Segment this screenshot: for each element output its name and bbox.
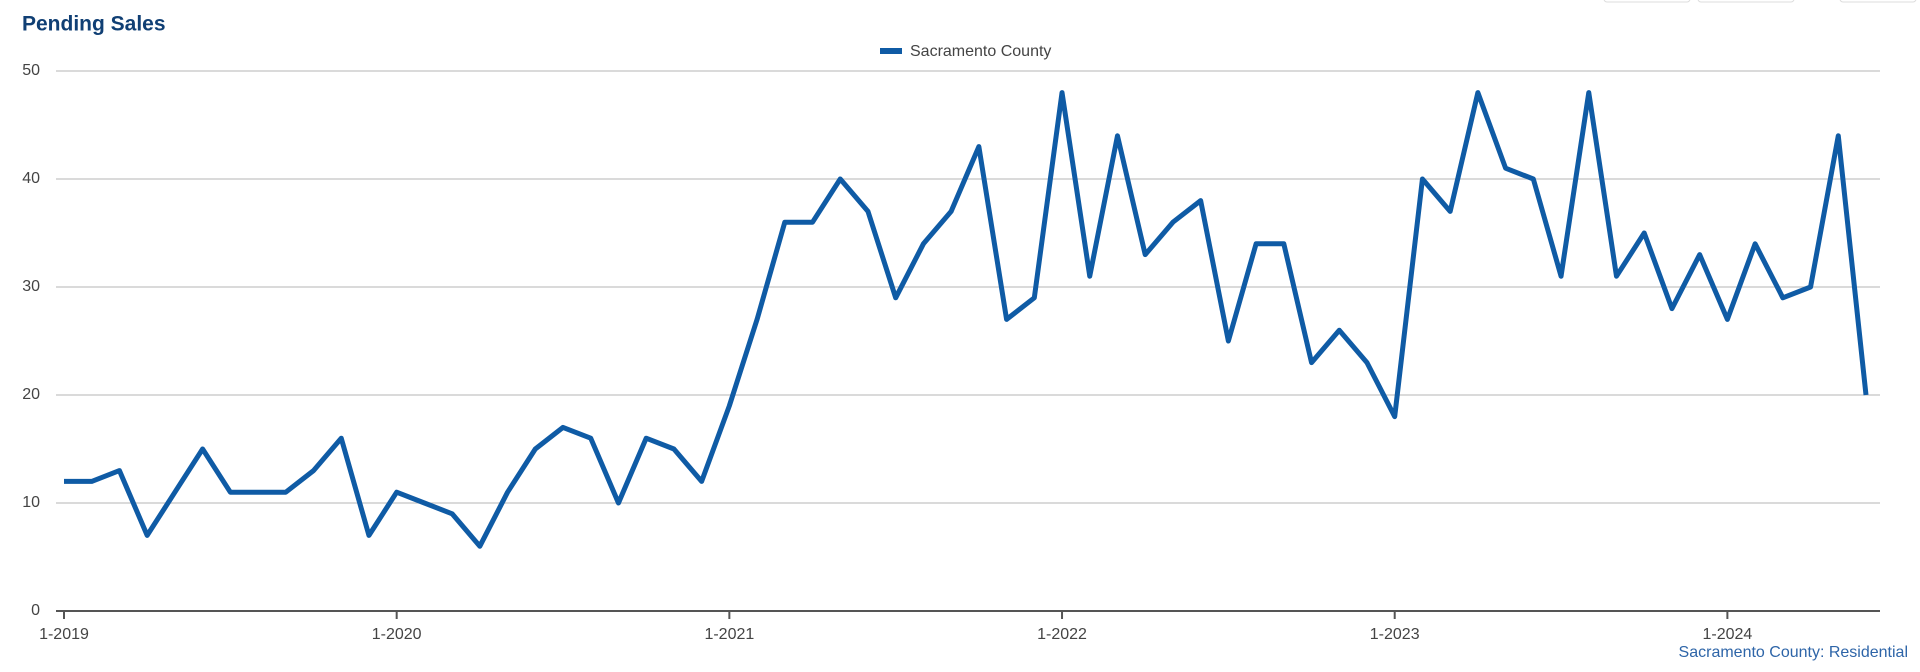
x-tick-label: 1-2024 [1702,626,1752,643]
toolbar-button[interactable] [1697,0,1795,3]
legend-swatch [880,48,902,54]
toolbar-button[interactable] [1839,0,1917,3]
toolbar-button[interactable] [1603,0,1691,3]
legend-label: Sacramento County [910,43,1051,60]
x-tick-label: 1-2020 [372,626,422,643]
y-tick-label: 50 [22,62,40,79]
x-tick-label: 1-2019 [39,626,89,643]
chart-title: Pending Sales [22,13,166,36]
y-tick-label: 10 [22,494,40,511]
y-tick-label: 40 [22,170,40,187]
footnote: Sacramento County: Residential [1679,644,1908,661]
x-tick-label: 1-2021 [704,626,754,643]
y-tick-label: 20 [22,386,40,403]
y-tick-label: 30 [22,278,40,295]
line [64,90,1869,549]
x-tick-label: 1-2023 [1370,626,1420,643]
y-tick-label: 0 [31,602,40,619]
x-tick-label: 1-2022 [1037,626,1087,643]
